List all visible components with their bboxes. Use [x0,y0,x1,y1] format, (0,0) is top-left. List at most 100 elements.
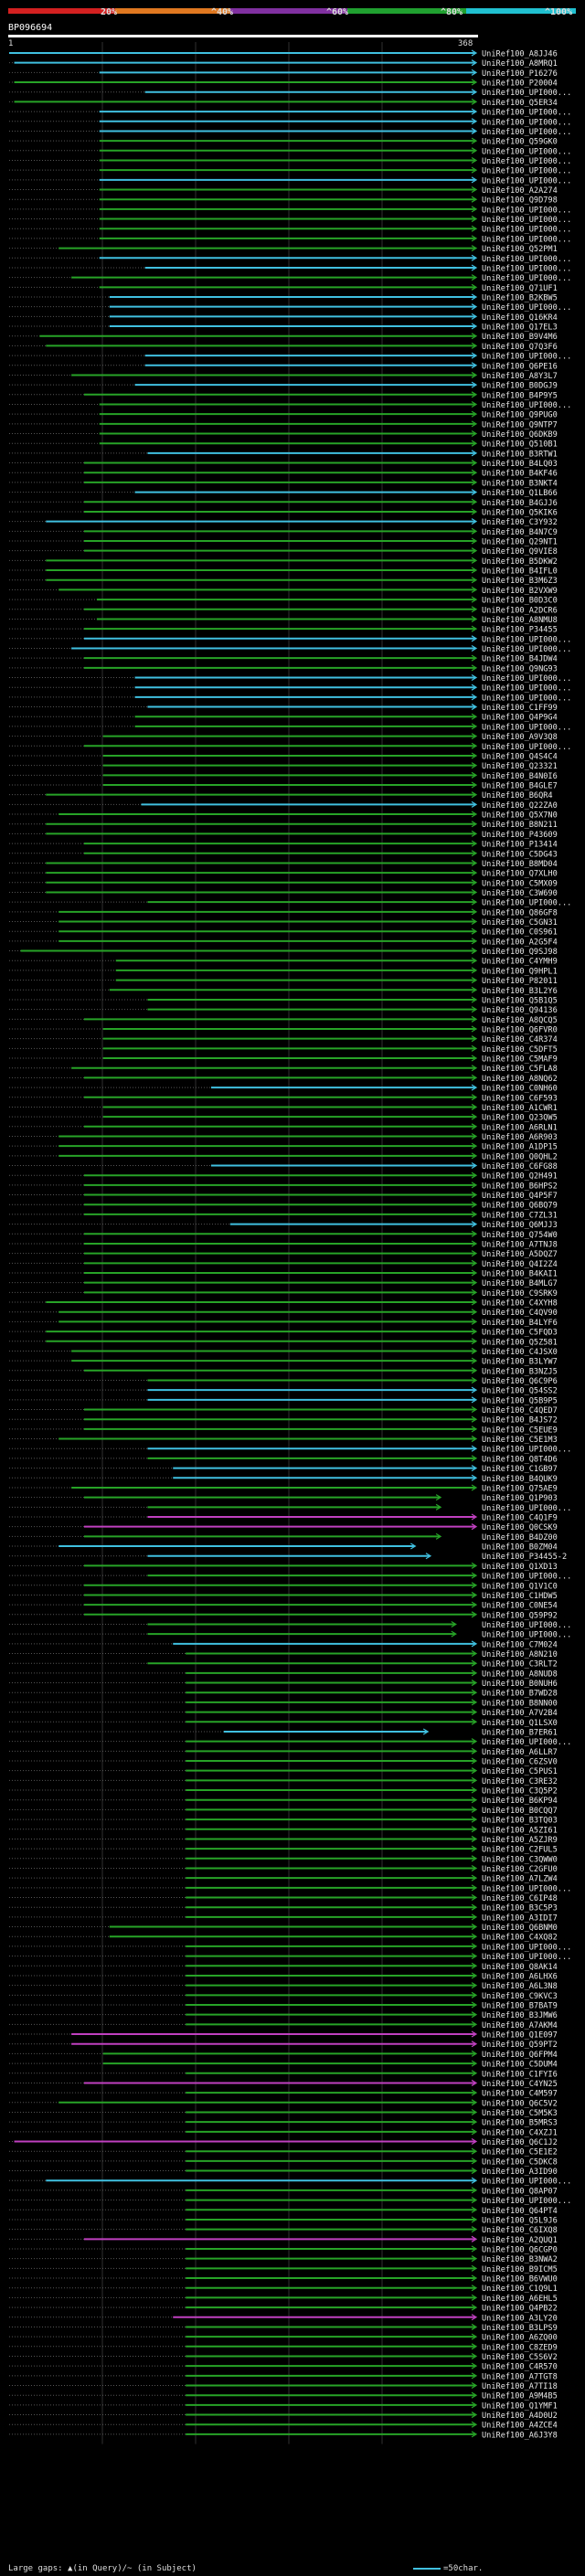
hit-label[interactable]: UniRef100_A9M4B5 [482,2392,558,2401]
hit-label[interactable]: UniRef100_P20004 [482,80,558,89]
hit-label[interactable]: UniRef100_C6IP48 [482,1894,558,1903]
hit-label[interactable]: UniRef100_Q6MJJ3 [482,1221,558,1230]
hit-label[interactable]: UniRef100_B4KAI1 [482,1270,558,1279]
hit-label[interactable]: UniRef100_UPI000... [482,235,571,244]
hit-label[interactable]: UniRef100_UPI000... [482,255,571,264]
hit-label[interactable]: UniRef100_C5E1M3 [482,1436,558,1445]
hit-label[interactable]: UniRef100_C5E1E2 [482,2148,558,2157]
hit-label[interactable]: UniRef100_B8NN00 [482,1699,558,1708]
hit-label[interactable]: UniRef100_UPI000... [482,89,571,98]
hit-label[interactable]: UniRef100_P82011 [482,977,558,986]
hit-label[interactable]: UniRef100_A5DQZ7 [482,1250,558,1259]
hit-label[interactable]: UniRef100_C5FQD3 [482,1329,558,1338]
hit-label[interactable]: UniRef100_A3LY20 [482,2314,558,2323]
hit-label[interactable]: UniRef100_Q4I2Z4 [482,1260,558,1269]
hit-label[interactable]: UniRef100_B4LQ03 [482,460,558,469]
hit-label[interactable]: UniRef100_A6LHX6 [482,1972,558,1981]
hit-label[interactable]: UniRef100_C0NH60 [482,1085,558,1094]
hit-label[interactable]: UniRef100_P43609 [482,831,558,840]
hit-label[interactable]: UniRef100_C5EUE9 [482,1426,558,1435]
hit-label[interactable]: UniRef100_A8NQ62 [482,1075,558,1084]
hit-label[interactable]: UniRef100_UPI000... [482,1446,571,1455]
hit-label[interactable]: UniRef100_A8MRQ1 [482,59,558,69]
hit-label[interactable]: UniRef100_C5MAF9 [482,1055,558,1065]
hit-label[interactable]: UniRef100_UPI000... [482,1738,571,1747]
hit-label[interactable]: UniRef100_A6R903 [482,1133,558,1142]
hit-label[interactable]: UniRef100_A8QCQ5 [482,1016,558,1025]
hit-label[interactable]: UniRef100_Q6C1J2 [482,2138,558,2147]
hit-label[interactable]: UniRef100_B3L2Y6 [482,987,558,996]
hit-label[interactable]: UniRef100_Q9HPL1 [482,967,558,976]
hit-label[interactable]: UniRef100_UPI000... [482,635,571,644]
hit-label[interactable]: UniRef100_C3Y932 [482,518,558,527]
hit-label[interactable]: UniRef100_B0NUH6 [482,1680,558,1689]
hit-label[interactable]: UniRef100_Q754W0 [482,1231,558,1240]
hit-label[interactable]: UniRef100_B4QUK9 [482,1475,558,1484]
hit-label[interactable]: UniRef100_B2KBW5 [482,294,558,303]
hit-label[interactable]: UniRef100_B4N7C9 [482,528,558,537]
hit-label[interactable]: UniRef100_A7V2B4 [482,1709,558,1718]
hit-label[interactable]: UniRef100_C5PUS1 [482,1767,558,1776]
hit-label[interactable]: UniRef100_B3M6Z3 [482,577,558,586]
hit-label[interactable]: UniRef100_C4QED7 [482,1406,558,1415]
hit-label[interactable]: UniRef100_Q9NG93 [482,664,558,673]
hit-label[interactable]: UniRef100_UPI000... [482,274,571,283]
hit-label[interactable]: UniRef100_C7ZL31 [482,1211,558,1220]
hit-label[interactable]: UniRef100_Q5X7N0 [482,811,558,821]
hit-label[interactable]: UniRef100_B3RTW1 [482,450,558,459]
hit-label[interactable]: UniRef100_UPI000... [482,1631,571,1640]
hit-label[interactable]: UniRef100_UPI000... [482,303,571,313]
hit-label[interactable]: UniRef100_Q6FPM4 [482,2051,558,2060]
hit-label[interactable]: UniRef100_UPI000... [482,694,571,703]
hit-label[interactable]: UniRef100_Q6C9P6 [482,1377,558,1386]
hit-label[interactable]: UniRef100_C9SRK9 [482,1289,558,1299]
hit-label[interactable]: UniRef100_C5DUM4 [482,2061,558,2070]
hit-label[interactable]: UniRef100_B9V4M6 [482,333,558,342]
hit-label[interactable]: UniRef100_A9V3Q8 [482,733,558,742]
hit-label[interactable]: UniRef100_Q9NTP7 [482,420,558,429]
hit-label[interactable]: UniRef100_B3C5P3 [482,1904,558,1913]
hit-label[interactable]: UniRef100_A3ID90 [482,2168,558,2177]
hit-label[interactable]: UniRef100_Q64PT4 [482,2207,558,2216]
hit-label[interactable]: UniRef100_UPI000... [482,1573,571,1582]
hit-label[interactable]: UniRef100_B4JDW4 [482,655,558,664]
hit-label[interactable]: UniRef100_Q0CSK9 [482,1523,558,1532]
hit-label[interactable]: UniRef100_A4D0U2 [482,2412,558,2421]
hit-label[interactable]: UniRef100_UPI000... [482,674,571,684]
hit-label[interactable]: UniRef100_A2QUQ1 [482,2236,558,2245]
hit-label[interactable]: UniRef100_Q22ZA0 [482,801,558,811]
hit-label[interactable]: UniRef100_B4IFL0 [482,567,558,577]
hit-label[interactable]: UniRef100_Q5B1Q5 [482,996,558,1005]
hit-label[interactable]: UniRef100_Q1YMF1 [482,2401,558,2411]
hit-label[interactable]: UniRef100_C0NE54 [482,1602,558,1611]
hit-label[interactable]: UniRef100_Q1P903 [482,1494,558,1503]
hit-label[interactable]: UniRef100_A4ZCE4 [482,2422,558,2431]
hit-label[interactable]: UniRef100_UPI000... [482,684,571,694]
hit-label[interactable]: UniRef100_Q8T4D6 [482,1455,558,1464]
hit-label[interactable]: UniRef100_P16276 [482,69,558,79]
hit-label[interactable]: UniRef100_A8N210 [482,1650,558,1659]
hit-label[interactable]: UniRef100_UPI000... [482,157,571,166]
hit-label[interactable]: UniRef100_A1DP15 [482,1143,558,1152]
hit-label[interactable]: UniRef100_C3W690 [482,889,558,898]
hit-label[interactable]: UniRef100_C5DFT5 [482,1045,558,1055]
hit-label[interactable]: UniRef100_C4YMH9 [482,958,558,967]
hit-label[interactable]: UniRef100_B4KF46 [482,470,558,479]
hit-label[interactable]: UniRef100_B7BAT9 [482,2002,558,2011]
hit-label[interactable]: UniRef100_UPI000... [482,147,571,156]
hit-label[interactable]: UniRef100_UPI000... [482,176,571,186]
hit-label[interactable]: UniRef100_Q9D798 [482,196,558,206]
hit-label[interactable]: UniRef100_Q4P5F7 [482,1192,558,1201]
hit-label[interactable]: UniRef100_A2A274 [482,186,558,196]
hit-label[interactable]: UniRef100_A2DCR6 [482,606,558,615]
hit-label[interactable]: UniRef100_UPI000... [482,206,571,215]
hit-label[interactable]: UniRef100_C9KVC3 [482,1992,558,2001]
hit-label[interactable]: UniRef100_Q4PB22 [482,2305,558,2314]
hit-label[interactable]: UniRef100_Q6DKB9 [482,430,558,440]
hit-label[interactable]: UniRef100_A8JJ46 [482,50,558,59]
hit-label[interactable]: UniRef100_Q1XD13 [482,1563,558,1572]
hit-label[interactable]: UniRef100_A6ZQ00 [482,2334,558,2343]
hit-label[interactable]: UniRef100_C3RLT2 [482,1660,558,1670]
hit-label[interactable]: UniRef100_B4GJJ6 [482,499,558,508]
hit-label[interactable]: UniRef100_UPI000... [482,167,571,176]
